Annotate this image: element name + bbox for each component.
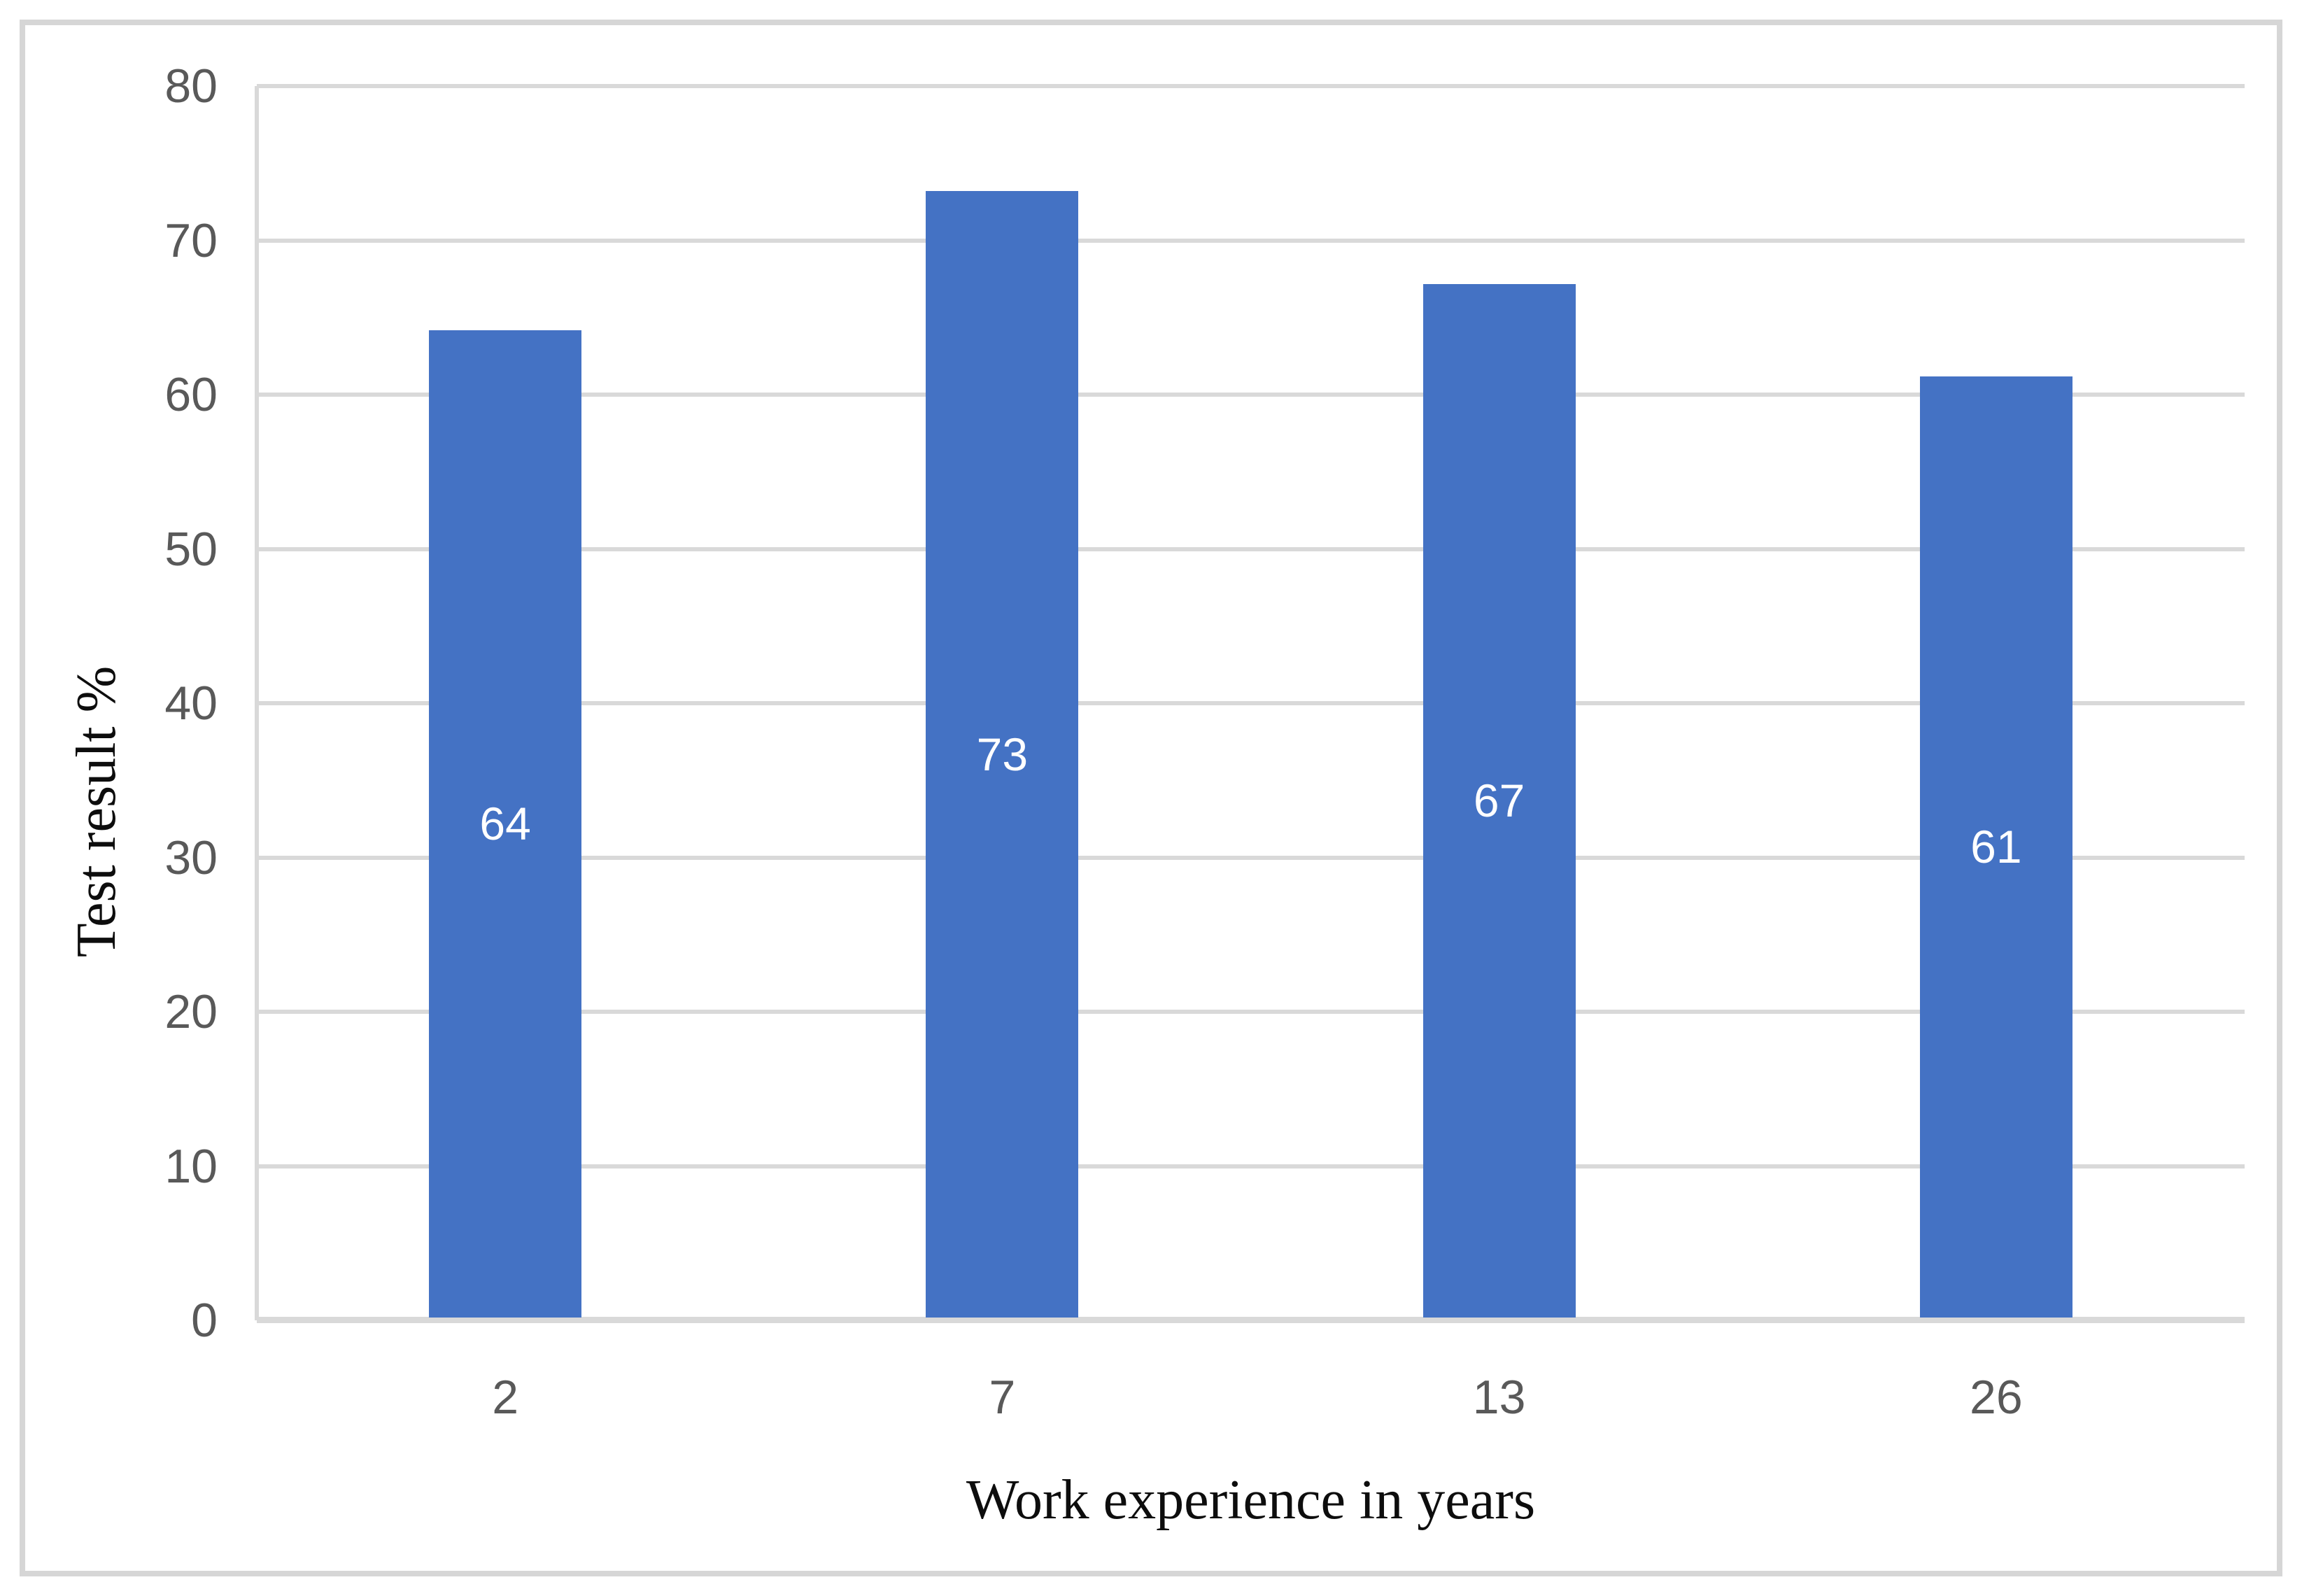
y-gridline: [257, 855, 2245, 860]
y-gridline: [257, 546, 2245, 551]
x-axis-line: [257, 1317, 2245, 1323]
bar-data-label: 61: [1970, 821, 2022, 873]
bar-data-label: 64: [479, 798, 531, 850]
bar-data-label: 73: [976, 728, 1029, 781]
x-tick-label: 2: [492, 1371, 519, 1424]
y-gridline: [257, 1164, 2245, 1168]
y-axis-tick-labels: 0 10 20 30 40 50 60 70 80: [0, 62, 218, 1344]
plot-area: 64 73 67 61: [255, 84, 2245, 1323]
y-tick-label: 70: [164, 213, 218, 267]
bar-7: 73: [926, 191, 1079, 1318]
bar-13: 67: [1422, 283, 1576, 1318]
bar-data-label: 67: [1473, 775, 1525, 827]
bar-26: 61: [1919, 376, 2072, 1318]
x-axis-tick-labels: 2 7 13 26: [257, 1372, 2245, 1422]
x-tick-label: 26: [1970, 1371, 2023, 1424]
y-gridline: [257, 393, 2245, 397]
figure-border: [20, 20, 2282, 1576]
x-axis-title: Work experience in years: [966, 1469, 1536, 1531]
y-tick-label: 0: [191, 1294, 218, 1347]
y-tick-label: 30: [164, 831, 218, 884]
y-tick-label: 60: [164, 368, 218, 421]
bar-2: 64: [429, 330, 582, 1318]
y-tick-label: 10: [164, 1139, 218, 1193]
x-tick-label: 13: [1472, 1371, 1526, 1424]
x-tick-label: 7: [989, 1371, 1016, 1424]
y-gridline: [257, 238, 2245, 243]
y-tick-label: 50: [164, 522, 218, 576]
y-tick-label: 40: [164, 677, 218, 730]
y-gridline: [257, 701, 2245, 705]
y-tick-label: 80: [164, 59, 218, 113]
y-gridline: [257, 1010, 2245, 1014]
y-gridline: [257, 84, 2245, 88]
y-tick-label: 20: [164, 985, 218, 1038]
